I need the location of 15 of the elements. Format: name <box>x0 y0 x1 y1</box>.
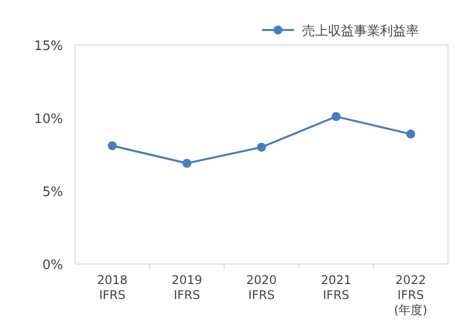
x-tick-label: 2020 IFRS <box>246 273 277 302</box>
point <box>406 130 416 139</box>
point <box>108 141 117 150</box>
y-tick-label: 5% <box>42 185 63 200</box>
point <box>257 142 266 152</box>
y-tick-label: 10% <box>34 112 63 127</box>
x-tick-label: 2019 IFRS <box>172 273 202 302</box>
x-tick-label: 2018 IFRS <box>97 273 128 302</box>
x-tick-label: 2022 IFRS (年度) <box>394 273 428 317</box>
y-tick-label: 15% <box>34 39 63 54</box>
y-tick-label: 0% <box>42 258 63 273</box>
point <box>332 112 341 122</box>
legend-label: 売上収益事業利益率 <box>302 23 419 39</box>
point <box>182 158 192 168</box>
x-tick-label: 2021 IFRS <box>320 273 352 302</box>
